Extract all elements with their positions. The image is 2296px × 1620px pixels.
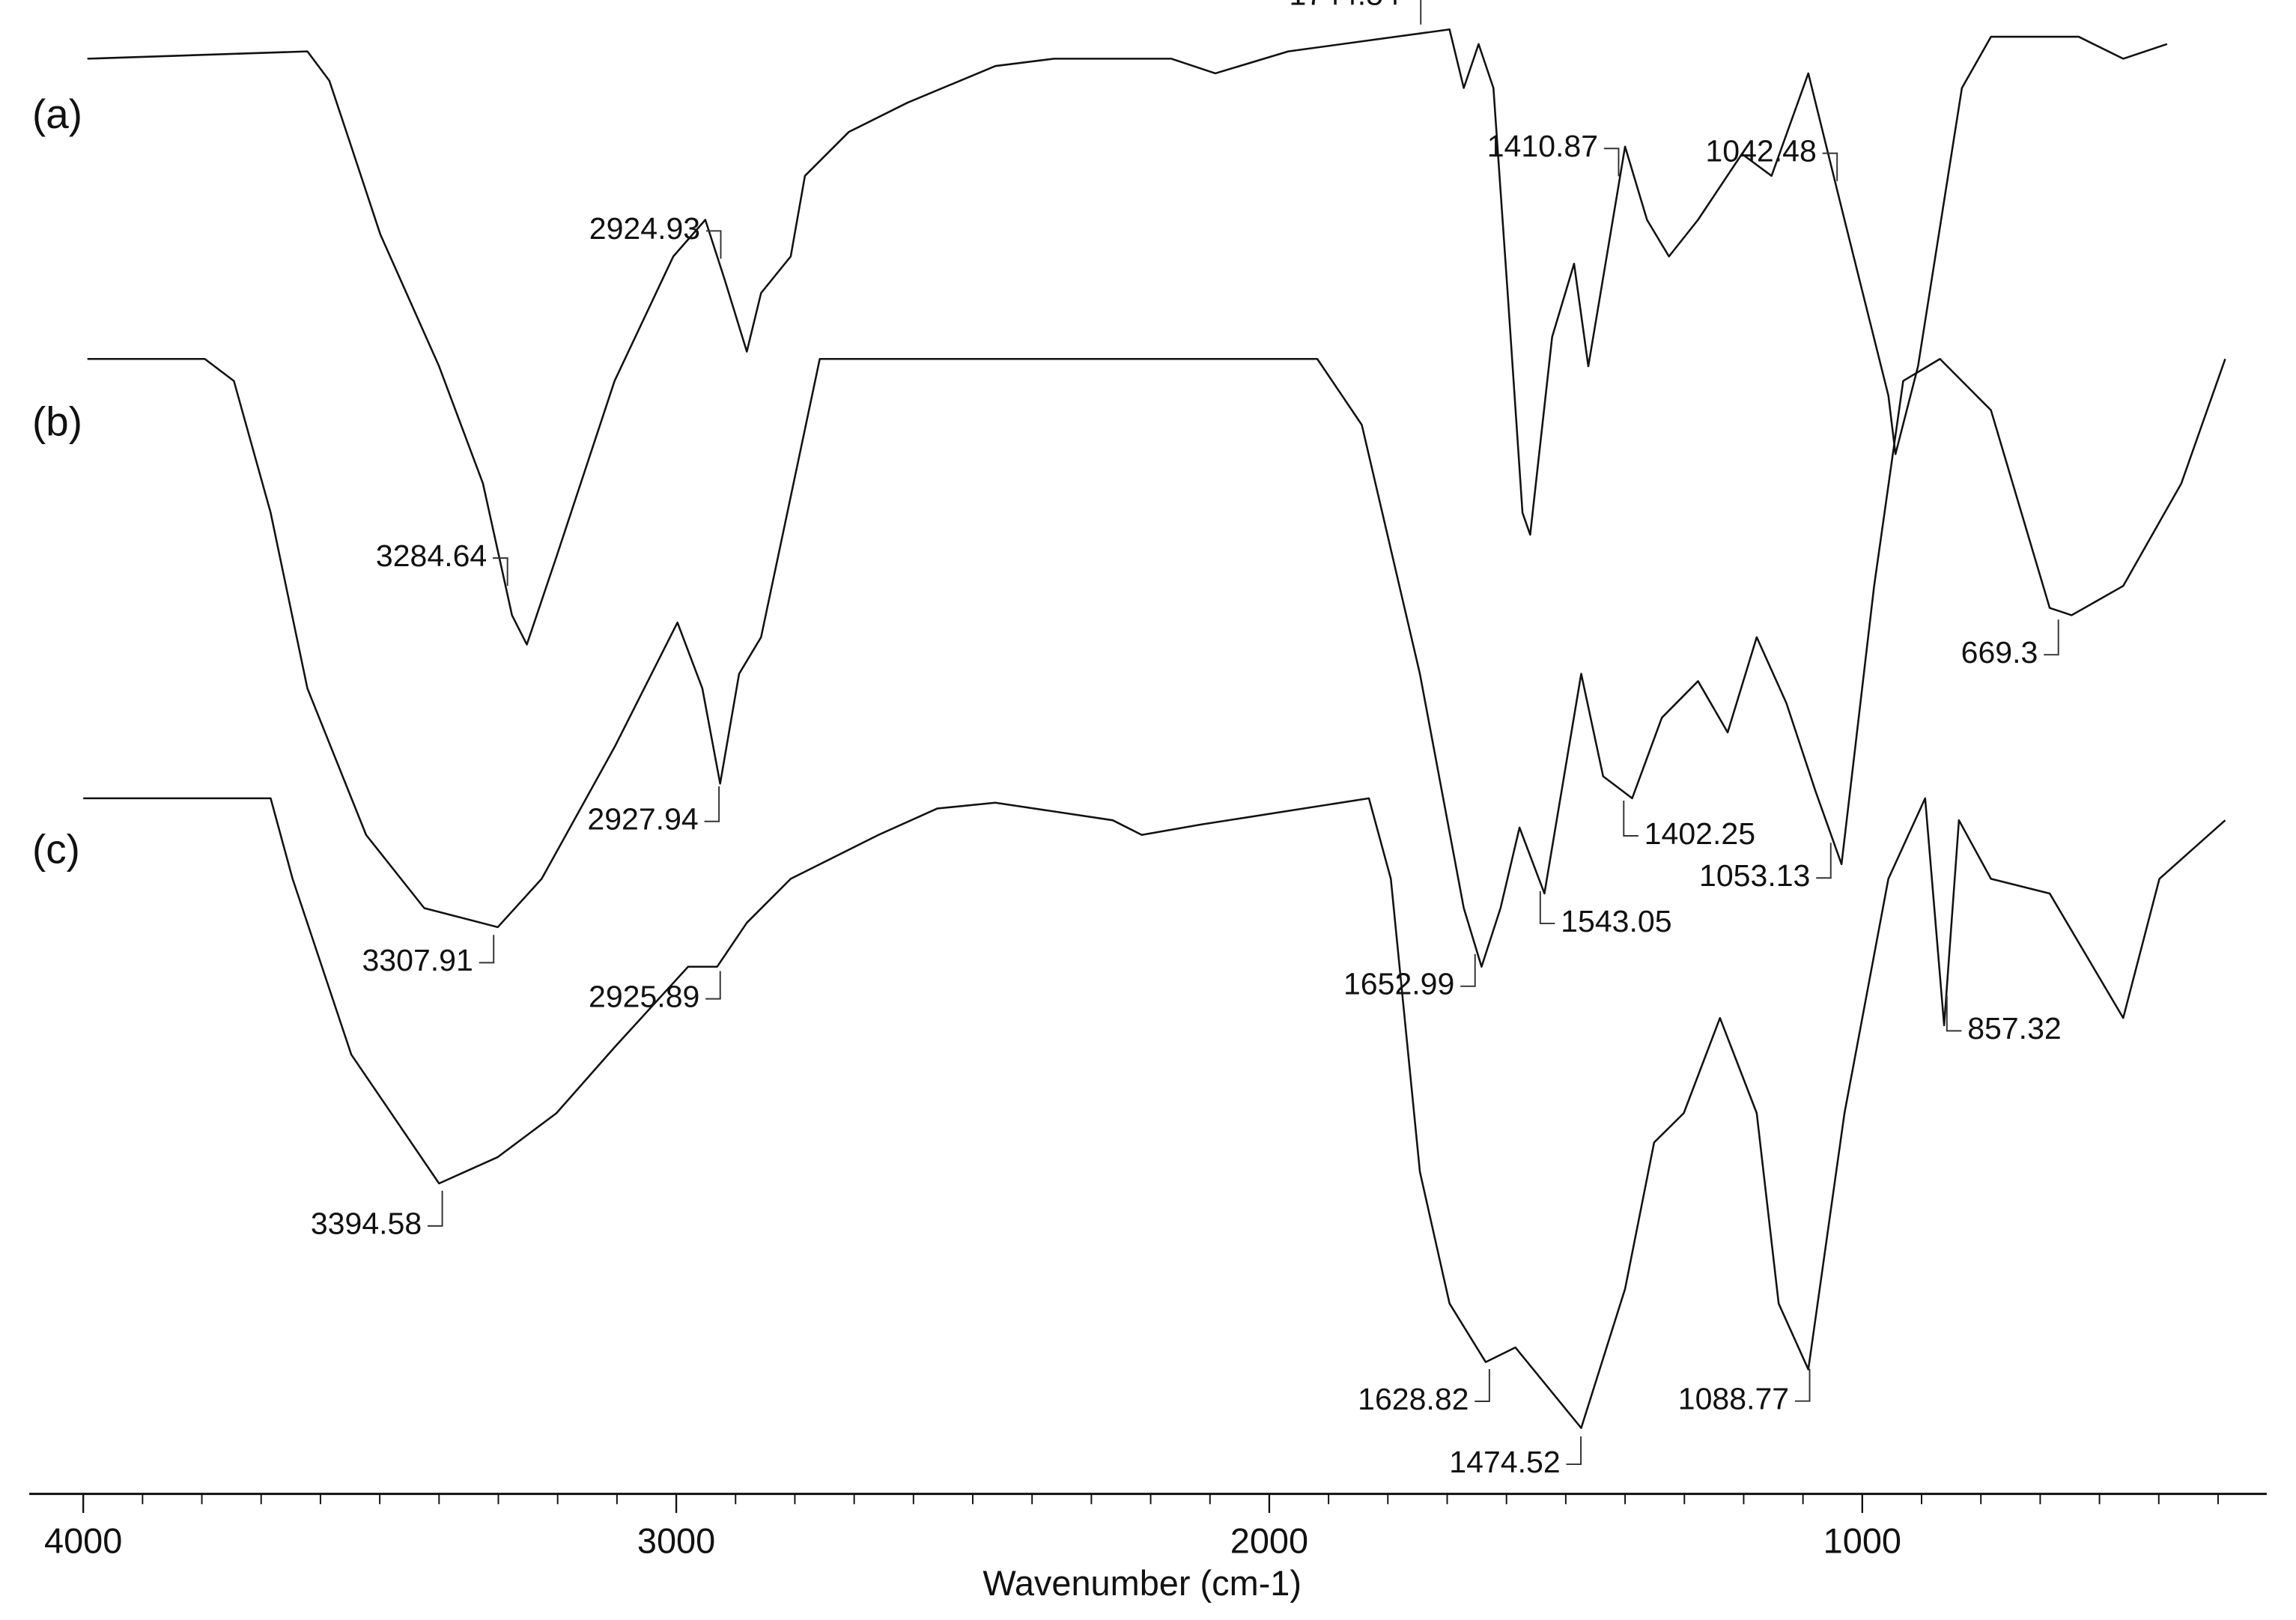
peak-leader (705, 230, 722, 259)
series-label: (c) (32, 826, 80, 873)
x-axis-title: Wavenumber (cm-1) (983, 1564, 1302, 1603)
peak-label: 669.3 (1961, 635, 2038, 670)
peak-label: 1042.48 (1705, 133, 1816, 168)
peak-label: 1088.77 (1678, 1382, 1789, 1416)
peak-label: 3284.64 (376, 539, 487, 573)
peak-leader (1946, 995, 1962, 1032)
peak-leader (428, 1190, 443, 1227)
peak-label: 1744.54 (1289, 0, 1400, 11)
peak-leader (704, 786, 720, 822)
peak-leader (1566, 1436, 1582, 1466)
series-label: (a) (32, 91, 82, 137)
peak-label: 2924.93 (589, 211, 700, 246)
peak-label: 1410.87 (1487, 129, 1598, 163)
peak-leader (1794, 1368, 1811, 1402)
spectrum-line (87, 357, 2226, 968)
x-tick-label: 2000 (1230, 1522, 1308, 1561)
peak-label: 2925.89 (589, 979, 699, 1013)
spectrum-line (83, 797, 2226, 1429)
peak-label: 2927.94 (587, 802, 698, 837)
peak-label: 3394.58 (311, 1207, 422, 1241)
peak-label: 1543.05 (1561, 904, 1671, 938)
peak-label: 1474.52 (1449, 1445, 1560, 1479)
peak-leader (1475, 1368, 1490, 1402)
peak-leader (705, 971, 721, 1000)
x-tick-label: 3000 (637, 1522, 715, 1561)
peak-label: 857.32 (1967, 1011, 2062, 1046)
peak-leader (1623, 801, 1639, 837)
peak-label: 1402.25 (1644, 816, 1755, 851)
peak-leader (1816, 843, 1832, 879)
x-tick-label: 4000 (44, 1522, 122, 1561)
peak-leader (493, 557, 508, 586)
peak-label: 3307.91 (362, 943, 473, 977)
series-label: (b) (32, 398, 82, 445)
peak-leader (1460, 953, 1476, 987)
peak-leader (1539, 891, 1555, 924)
peak-label: 1053.13 (1699, 858, 1810, 893)
peak-leader (479, 935, 495, 964)
peak-label: 1628.82 (1358, 1382, 1469, 1416)
peak-leader (1822, 152, 1838, 181)
peak-leader (1420, 0, 1422, 25)
peak-leader (2044, 619, 2059, 656)
spectrum-line (87, 28, 2168, 646)
peak-label: 1652.99 (1343, 967, 1454, 1001)
peak-leader (1603, 148, 1620, 177)
x-tick-label: 1000 (1823, 1522, 1901, 1561)
